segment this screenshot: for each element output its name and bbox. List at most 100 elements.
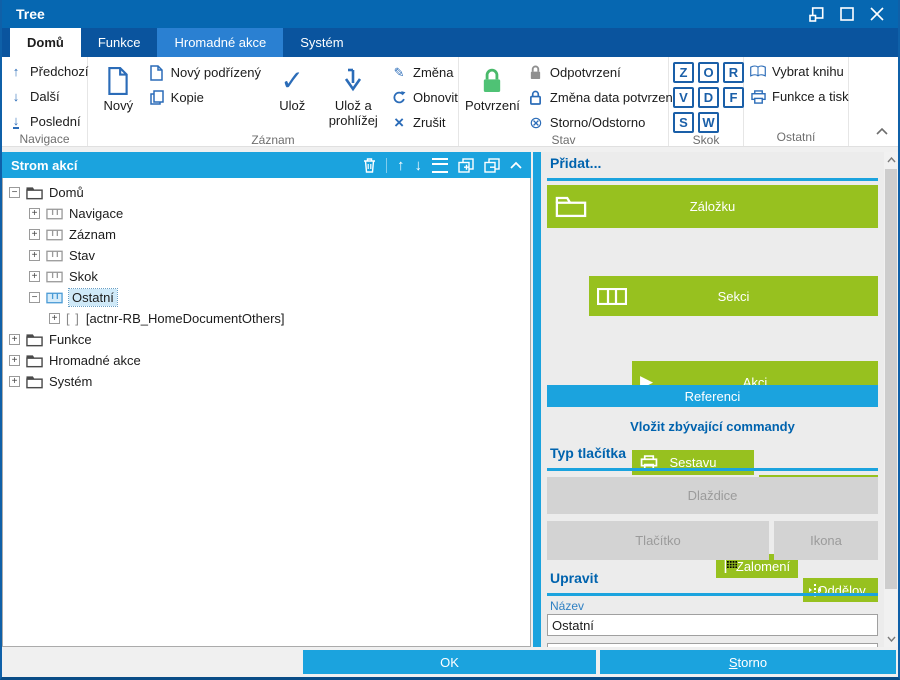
unconfirm-button[interactable]: Odpotvrzení (528, 62, 676, 83)
new-child-button[interactable]: Nový podřízený (149, 62, 261, 83)
jump-key-o[interactable]: O (698, 62, 719, 83)
functions-print-button[interactable]: Funkce a tisk (750, 86, 849, 107)
group-label-zaznam: Záznam (251, 133, 295, 147)
edit-section-underline (547, 593, 878, 596)
scrollbar-thumb[interactable] (885, 169, 897, 589)
collapse-expander-icon[interactable] (9, 187, 20, 198)
ribbon: Předchozí Další Poslední Navigace (2, 57, 898, 147)
scroll-down-icon[interactable] (884, 631, 898, 647)
collapse-all-icon[interactable] (484, 157, 500, 173)
panel-collapse-icon[interactable] (510, 161, 522, 169)
last-button[interactable]: Poslední (8, 111, 87, 132)
ok-button[interactable]: OK (303, 650, 596, 674)
refresh-button[interactable]: Obnovit (391, 87, 458, 108)
save-and-view-button[interactable]: Ulož a prohlížej (324, 61, 384, 133)
tree-item-hromadne-akce[interactable]: Hromadné akce (3, 350, 530, 371)
change-confirm-date-button[interactable]: Změna data potvrzení (528, 87, 676, 108)
close-icon[interactable] (870, 7, 884, 21)
dock-window-icon[interactable] (809, 6, 824, 22)
expand-expander-icon[interactable] (29, 250, 40, 261)
jump-key-z[interactable]: Z (673, 62, 694, 83)
tree-item-domu[interactable]: Domů (3, 182, 530, 203)
move-up-icon[interactable]: ↑ (397, 156, 405, 174)
section-white-icon (597, 276, 627, 316)
menu-icon[interactable] (432, 157, 448, 173)
tile-type-button[interactable]: Dlaždice (547, 477, 878, 514)
circle-x-icon (528, 113, 544, 133)
name-field-label: Název (550, 599, 585, 613)
expand-all-icon[interactable] (458, 157, 474, 173)
section-icon (46, 208, 63, 220)
icon-type-label: Ikona (810, 533, 842, 548)
expand-expander-icon[interactable] (9, 334, 20, 345)
jump-key-v[interactable]: V (673, 87, 694, 108)
ribbon-group-navigace: Předchozí Další Poslední Navigace (2, 57, 89, 146)
folder-icon (26, 333, 43, 347)
delete-icon[interactable] (363, 157, 376, 173)
tree-item-system[interactable]: Systém (3, 371, 530, 392)
add-bookmark-button[interactable]: Záložku (547, 185, 878, 228)
move-down-icon[interactable]: ↓ (414, 156, 423, 174)
jump-key-f[interactable]: F (723, 87, 744, 108)
name-input[interactable] (547, 614, 878, 636)
jump-key-s[interactable]: S (673, 112, 694, 133)
tab-hromadne-akce[interactable]: Hromadné akce (157, 28, 284, 57)
tree-item-label: Navigace (69, 206, 124, 221)
tree-item-label: Stav (69, 248, 96, 263)
insert-remaining-commands-button[interactable]: Vložit zbývající commandy (547, 413, 878, 439)
tree-item-ostatni-selected[interactable]: Ostatní (3, 287, 530, 308)
folder-white-icon (555, 185, 587, 228)
refresh-icon (391, 90, 407, 105)
jump-key-w[interactable]: W (698, 112, 719, 133)
change-button[interactable]: Změna (391, 62, 458, 83)
insert-remaining-commands-label: Vložit zbývající commandy (630, 418, 795, 434)
tree-item-skok[interactable]: Skok (3, 266, 530, 287)
expand-expander-icon[interactable] (9, 376, 20, 387)
lock-green-icon (480, 62, 504, 99)
confirm-button[interactable]: Potvrzení (465, 61, 520, 133)
panel-scrollbar[interactable] (884, 152, 898, 647)
brackets-icon: [ ] (66, 311, 80, 326)
tree-item-stav[interactable]: Stav (3, 245, 530, 266)
save-button[interactable]: Ulož (269, 61, 316, 133)
checkmark-icon (281, 62, 304, 99)
tree-item-zaznam[interactable]: Záznam (3, 224, 530, 245)
expand-expander-icon[interactable] (9, 355, 20, 366)
storno-odstorno-button[interactable]: Storno/Odstorno (528, 112, 676, 133)
scroll-up-icon[interactable] (884, 152, 898, 168)
add-reference-button[interactable]: Referenci (547, 385, 878, 407)
jump-key-r[interactable]: R (723, 62, 744, 83)
select-book-button[interactable]: Vybrat knihu (750, 61, 848, 82)
tab-funkce[interactable]: Funkce (97, 35, 141, 50)
copy-button[interactable]: Kopie (149, 87, 261, 108)
button-type-button[interactable]: Tlačítko (547, 521, 769, 560)
collapse-expander-icon[interactable] (29, 292, 40, 303)
jump-key-d[interactable]: D (698, 87, 719, 108)
tab-system[interactable]: Systém (300, 35, 344, 50)
prev-button[interactable]: Předchozí (8, 61, 89, 82)
change-label: Změna (413, 65, 454, 80)
next-button[interactable]: Další (8, 86, 87, 107)
new-button[interactable]: Nový (96, 61, 141, 133)
add-report-label: Sestavu (669, 455, 717, 470)
detail-panel: Přidat... Záložku Sekci Akci (541, 152, 898, 647)
tree-item-funkce[interactable]: Funkce (3, 329, 530, 350)
expand-expander-icon[interactable] (29, 208, 40, 219)
panel-splitter[interactable] (533, 152, 541, 647)
ribbon-collapse-icon[interactable] (876, 122, 888, 140)
add-section-button[interactable]: Sekci (589, 276, 878, 316)
expand-expander-icon[interactable] (49, 313, 60, 324)
icon-type-button[interactable]: Ikona (774, 521, 878, 560)
expand-expander-icon[interactable] (29, 229, 40, 240)
arrow-down-to-line-icon (8, 114, 24, 129)
tree-item-actnr[interactable]: [ ] [actnr-RB_HomeDocumentOthers] (3, 308, 530, 329)
ribbon-group-ostatni: Vybrat knihu Funkce a tisk Ostatní (744, 57, 849, 146)
tree-item-navigace[interactable]: Navigace (3, 203, 530, 224)
maximize-icon[interactable] (840, 7, 854, 21)
cancel-button[interactable]: Zrušit (391, 112, 458, 133)
expand-expander-icon[interactable] (29, 271, 40, 282)
tab-domu[interactable]: Domů (10, 28, 81, 57)
tree-panel-title: Strom akcí (11, 157, 78, 173)
